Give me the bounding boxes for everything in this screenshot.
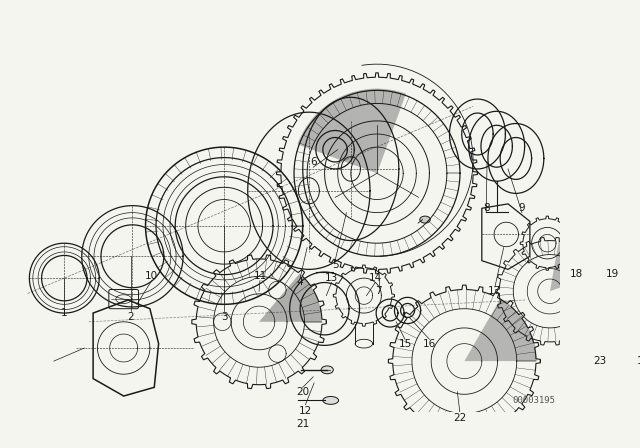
Text: 10: 10 (145, 271, 158, 281)
Wedge shape (259, 274, 322, 322)
Text: 12: 12 (299, 406, 312, 416)
FancyBboxPatch shape (320, 422, 351, 440)
Text: 21: 21 (296, 419, 309, 429)
Text: 20: 20 (296, 387, 309, 396)
Wedge shape (550, 241, 598, 291)
Text: 8: 8 (483, 203, 490, 213)
Text: 2: 2 (127, 312, 134, 323)
Text: 17: 17 (488, 286, 502, 296)
Wedge shape (298, 89, 406, 173)
Text: 1: 1 (61, 308, 68, 318)
Text: 13: 13 (325, 273, 338, 283)
Text: 23: 23 (593, 356, 606, 366)
Text: 5: 5 (332, 260, 339, 270)
Text: 11: 11 (253, 271, 267, 281)
Ellipse shape (321, 366, 333, 374)
Text: 3: 3 (221, 312, 227, 323)
Text: 4: 4 (297, 277, 303, 288)
Text: 7: 7 (376, 286, 382, 296)
Wedge shape (606, 260, 637, 296)
Text: 00003195: 00003195 (513, 396, 556, 405)
Text: 12: 12 (637, 356, 640, 366)
Text: 19: 19 (606, 269, 620, 279)
Ellipse shape (323, 396, 339, 405)
Text: 6: 6 (310, 157, 317, 167)
Text: 18: 18 (570, 269, 583, 279)
Wedge shape (465, 298, 537, 361)
Text: 9: 9 (518, 203, 525, 213)
Ellipse shape (420, 216, 430, 223)
Text: 15: 15 (398, 339, 412, 349)
Text: 14: 14 (369, 273, 382, 283)
Text: 22: 22 (453, 413, 467, 423)
Text: 16: 16 (423, 339, 436, 349)
